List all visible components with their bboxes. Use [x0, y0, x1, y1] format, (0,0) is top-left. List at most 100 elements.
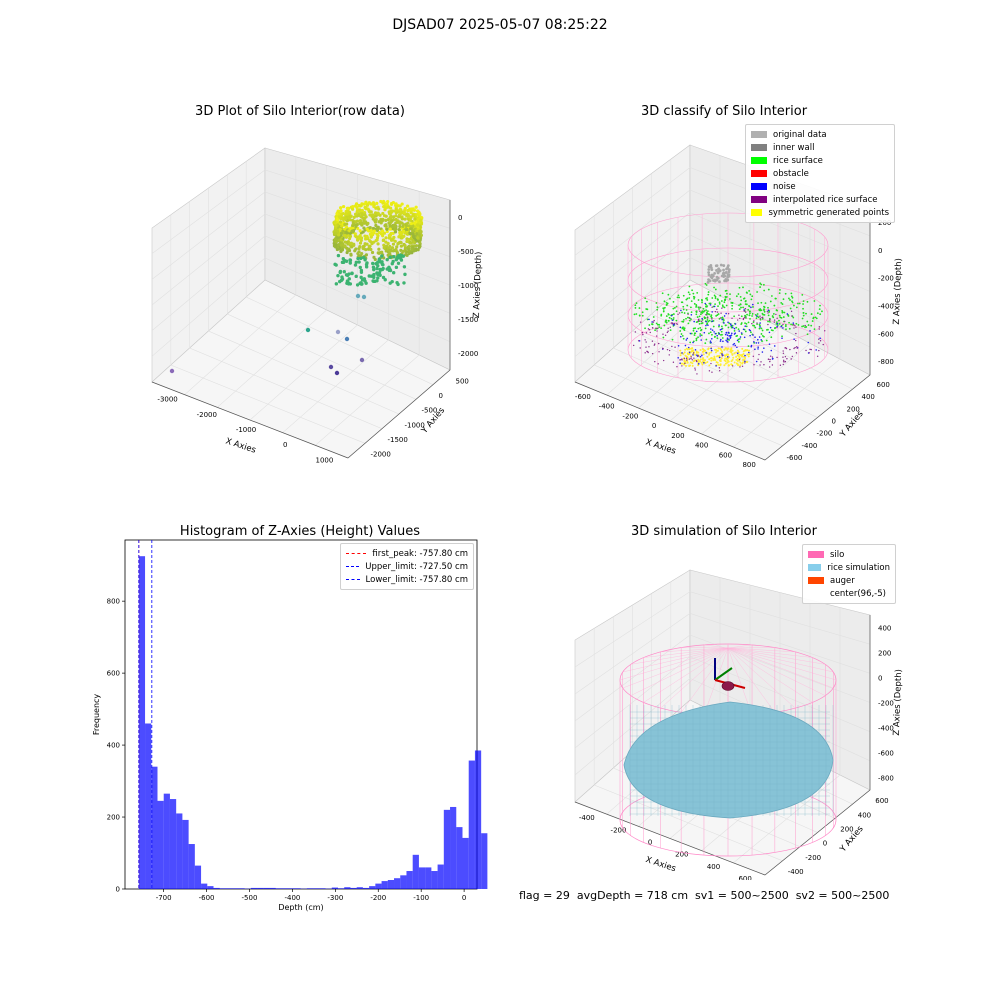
original-point — [719, 263, 723, 267]
rice-surface-point — [717, 305, 719, 308]
raw-point — [340, 248, 345, 252]
symmetric-point — [747, 355, 750, 358]
auger-marker — [721, 681, 735, 691]
noise-point — [748, 351, 750, 354]
raw-point — [397, 235, 401, 239]
rice-surface-point — [754, 326, 757, 329]
interpolated-point — [796, 346, 798, 348]
histogram-bar — [182, 819, 189, 889]
histogram-bar — [213, 887, 220, 889]
interpolated-point — [795, 332, 797, 335]
noise-point — [722, 340, 724, 343]
noise-point — [693, 320, 695, 323]
y-tick-label: 0 — [116, 886, 120, 894]
original-point — [727, 270, 731, 274]
silo-wireframe — [727, 647, 826, 665]
symmetric-point — [714, 348, 717, 351]
raw-point — [351, 207, 355, 211]
legend-entry: inner wall — [751, 141, 889, 154]
raw-point — [375, 232, 379, 236]
raw-point — [345, 206, 350, 211]
symmetric-point — [687, 353, 690, 356]
interpolated-point — [769, 360, 771, 363]
noise-point — [725, 331, 728, 334]
raw-point — [381, 263, 385, 267]
raw-outlier-point — [305, 327, 311, 333]
raw-point — [390, 246, 395, 250]
rice-surface-point — [763, 310, 766, 313]
raw-point — [410, 207, 414, 211]
noise-point — [740, 332, 743, 334]
rice-surface-point — [699, 326, 702, 329]
x-tick-label: 1000 — [315, 456, 333, 464]
rice-surface-point — [797, 324, 800, 326]
rice-surface-point — [638, 314, 641, 317]
symmetric-point — [683, 351, 686, 354]
interpolated-point — [759, 364, 761, 366]
original-point — [712, 279, 715, 282]
histogram-bar — [406, 871, 413, 889]
legend-entry: symmetric generated points — [751, 206, 889, 219]
x-tick-label: -200 — [611, 826, 627, 834]
rice-surface-point — [633, 313, 636, 316]
rice-surface-point — [714, 295, 717, 298]
interpolated-point — [739, 366, 741, 368]
rice-surface-point — [706, 319, 709, 321]
interpolated-point — [652, 321, 655, 323]
y-axis-label: Y Axies — [838, 409, 866, 440]
rice-surface-point — [779, 289, 781, 291]
interpolated-point — [710, 362, 712, 365]
rice-surface-point — [662, 336, 665, 339]
rice-surface-point — [713, 286, 715, 289]
symmetric-point — [686, 361, 689, 364]
noise-point — [651, 321, 653, 323]
x-tick-label: -600 — [575, 393, 591, 401]
original-point — [707, 271, 711, 274]
rice-surface-point — [714, 303, 716, 306]
raw-point — [375, 271, 379, 275]
rice-surface-point — [725, 292, 728, 295]
raw-point — [403, 272, 407, 277]
rice-surface-point — [714, 297, 717, 300]
symmetric-point — [723, 348, 726, 351]
raw-point — [398, 204, 402, 208]
raw-point — [348, 234, 353, 239]
noise-point — [736, 352, 739, 355]
rice-surface-point — [667, 313, 670, 315]
silo-wireframe — [630, 647, 729, 665]
raw-point — [396, 242, 400, 246]
raw-point — [402, 249, 406, 253]
rice-surface-point — [780, 301, 783, 304]
rice-surface-point — [810, 313, 813, 315]
symmetric-point — [710, 351, 713, 354]
symmetric-point — [699, 349, 702, 352]
legend-label: noise — [773, 181, 796, 192]
rice-surface-point — [695, 339, 698, 342]
noise-point — [767, 309, 770, 312]
silo-wireframe — [643, 647, 729, 658]
raw-point — [373, 220, 378, 224]
x-tick-label: -1000 — [236, 426, 256, 434]
interpolated-point — [697, 355, 700, 357]
rice-surface-point — [783, 311, 786, 314]
raw-point — [388, 220, 393, 225]
raw-point — [358, 241, 363, 245]
noise-point — [729, 323, 732, 325]
raw-point — [368, 225, 372, 230]
original-point — [707, 268, 711, 271]
rice-surface-point — [772, 313, 775, 315]
rice-surface-point — [665, 302, 668, 304]
legend-swatch — [808, 590, 824, 597]
interpolated-point — [681, 365, 683, 367]
rice-surface-point — [741, 333, 743, 336]
interpolated-point — [760, 361, 762, 363]
interpolated-point — [818, 326, 821, 328]
x-tick-label: 600 — [719, 451, 732, 459]
rice-surface-point — [749, 312, 751, 315]
rice-surface-point — [728, 322, 731, 325]
raw-point — [418, 212, 422, 216]
interpolated-point — [632, 344, 635, 347]
rice-surface-point — [760, 327, 763, 330]
rice-surface-point — [681, 301, 684, 304]
raw-point — [379, 232, 384, 236]
